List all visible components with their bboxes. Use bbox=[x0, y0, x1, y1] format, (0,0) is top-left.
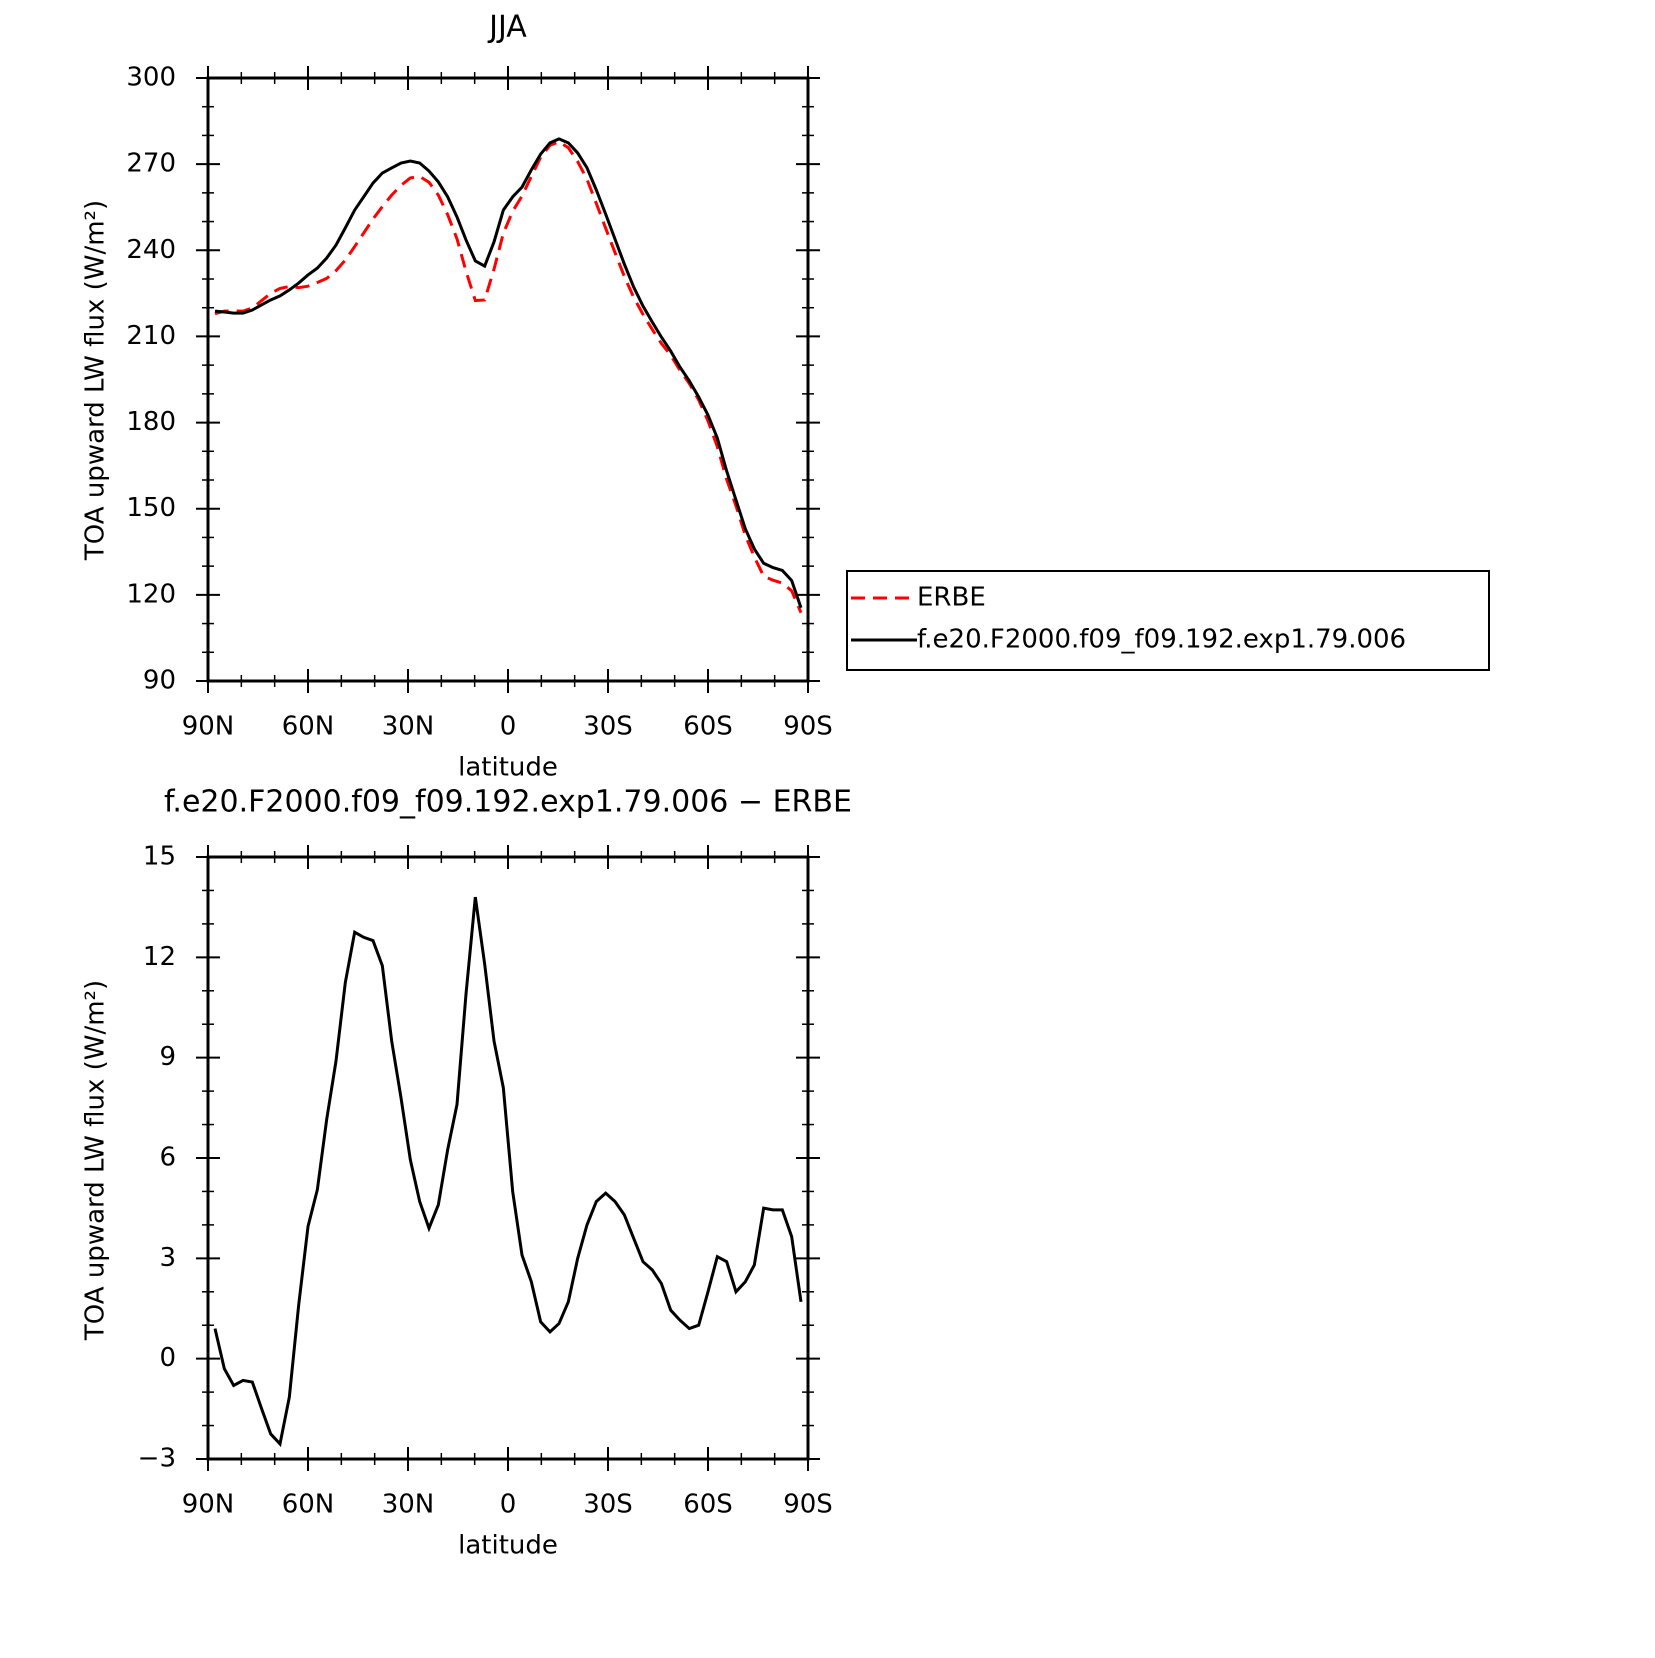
x-axis-label: latitude bbox=[458, 753, 558, 783]
data-line bbox=[213, 896, 803, 1448]
data-line bbox=[214, 140, 803, 614]
y-tick-label: 300 bbox=[126, 63, 176, 93]
chart-title: JJA bbox=[487, 10, 527, 45]
chart-title: f.e20.F2000.f09_f09.192.exp1.79.006 − ER… bbox=[164, 785, 852, 820]
legend-label: ERBE bbox=[917, 583, 986, 613]
y-tick-label: −3 bbox=[138, 1444, 176, 1474]
y-tick-label: 270 bbox=[126, 149, 176, 179]
y-tick-label: 15 bbox=[143, 842, 176, 872]
y-tick-label: 0 bbox=[159, 1343, 176, 1373]
y-tick-label: 90 bbox=[143, 666, 176, 696]
y-tick-label: 9 bbox=[159, 1042, 176, 1072]
plot-frame bbox=[206, 76, 810, 683]
y-tick-label: 12 bbox=[143, 942, 176, 972]
x-axis-label: latitude bbox=[458, 1531, 558, 1561]
y-tick-label: 3 bbox=[159, 1243, 176, 1273]
legend-box bbox=[846, 570, 1490, 671]
x-tick-label: 60N bbox=[282, 1490, 335, 1520]
y-tick-label: 150 bbox=[126, 493, 176, 523]
x-tick-label: 90S bbox=[783, 1490, 833, 1520]
x-tick-label: 30N bbox=[382, 1490, 435, 1520]
x-tick-label: 60S bbox=[683, 1490, 733, 1520]
x-tick-label: 30S bbox=[583, 712, 633, 742]
y-tick-label: 240 bbox=[126, 235, 176, 265]
y-axis-label: TOA upward LW flux (W/m²) bbox=[81, 980, 111, 1341]
x-tick-label: 30S bbox=[583, 1490, 633, 1520]
x-tick-label: 0 bbox=[500, 1490, 517, 1520]
y-tick-label: 6 bbox=[159, 1143, 176, 1173]
y-tick-label: 120 bbox=[126, 579, 176, 609]
x-tick-label: 90S bbox=[783, 712, 833, 742]
x-tick-label: 60N bbox=[282, 712, 335, 742]
y-tick-label: 180 bbox=[126, 407, 176, 437]
x-tick-label: 90N bbox=[182, 712, 235, 742]
legend-label: f.e20.F2000.f09_f09.192.exp1.79.006 bbox=[917, 625, 1406, 655]
y-tick-label: 210 bbox=[126, 321, 176, 351]
x-tick-label: 90N bbox=[182, 1490, 235, 1520]
x-tick-label: 30N bbox=[382, 712, 435, 742]
plot-frame bbox=[206, 855, 810, 1461]
y-axis-label: TOA upward LW flux (W/m²) bbox=[81, 200, 111, 561]
x-tick-label: 60S bbox=[683, 712, 733, 742]
x-tick-label: 0 bbox=[500, 712, 517, 742]
data-line bbox=[214, 137, 803, 609]
